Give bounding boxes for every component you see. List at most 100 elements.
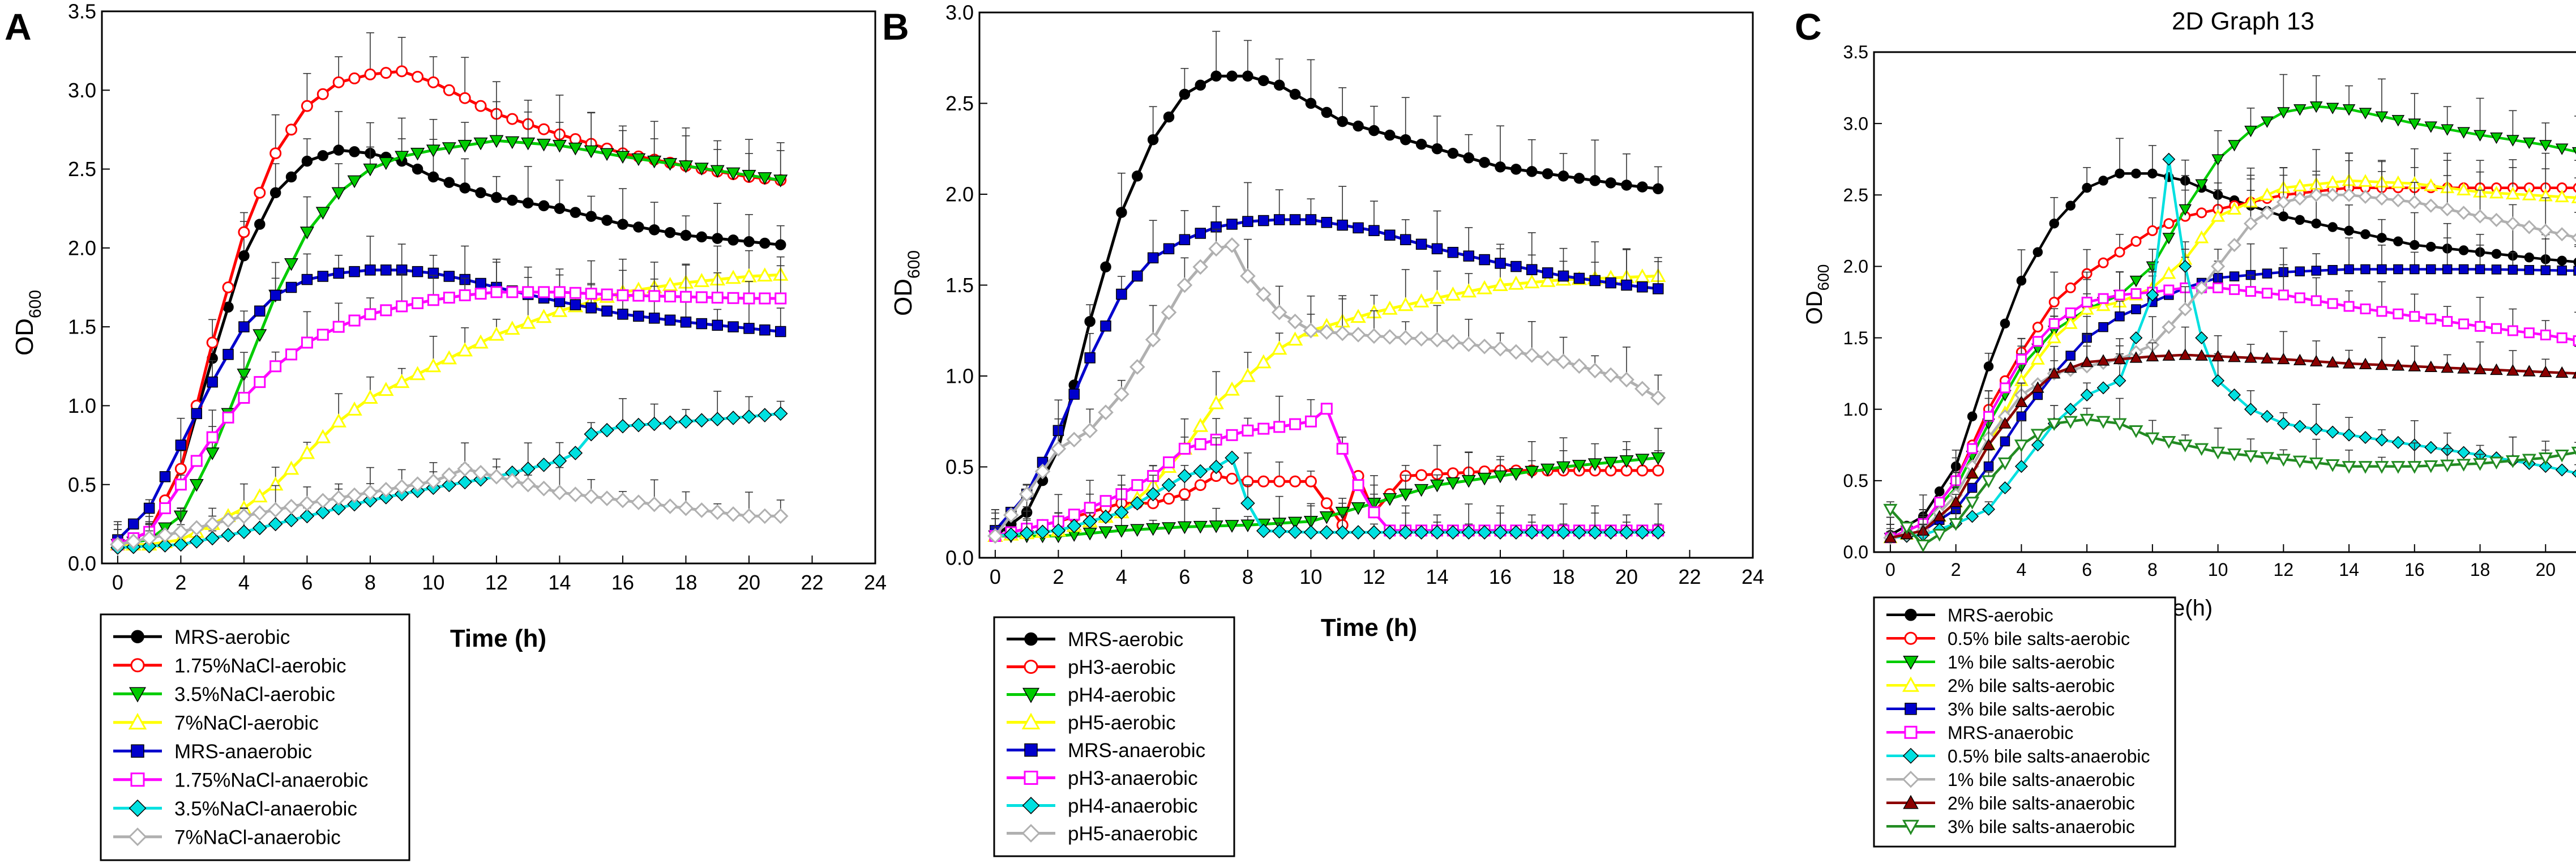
data-point bbox=[2129, 351, 2143, 363]
legend-label: pH4-aerobic bbox=[1068, 684, 1176, 706]
series-line bbox=[117, 268, 781, 541]
legend-label: 0.5% bile salts-aerobic bbox=[1948, 629, 2130, 649]
data-point bbox=[1493, 525, 1508, 540]
legend-marker bbox=[128, 712, 147, 730]
x-tick-label: 12 bbox=[1363, 565, 1385, 588]
data-point bbox=[2391, 435, 2405, 449]
data-point bbox=[189, 520, 205, 536]
data-point bbox=[1983, 461, 1994, 472]
data-point bbox=[2096, 354, 2110, 366]
data-point bbox=[1414, 525, 1429, 540]
data-point bbox=[2098, 322, 2108, 332]
data-point bbox=[1050, 441, 1067, 457]
data-point bbox=[1337, 219, 1348, 231]
data-point bbox=[2243, 216, 2258, 231]
data-point bbox=[1255, 354, 1272, 369]
data-point bbox=[1368, 125, 1380, 136]
data-point bbox=[301, 155, 313, 167]
data-point bbox=[1525, 465, 1539, 479]
data-point bbox=[1350, 327, 1366, 343]
data-point bbox=[1114, 386, 1129, 402]
x-tick-label: 6 bbox=[2082, 559, 2092, 580]
data-point bbox=[1321, 217, 1333, 228]
data-point bbox=[2064, 361, 2077, 373]
series-line bbox=[994, 218, 1658, 532]
data-point bbox=[1289, 475, 1302, 488]
series-3-bile-salts-anaerobic bbox=[1883, 398, 2576, 552]
data-point bbox=[2342, 104, 2356, 116]
data-point bbox=[1603, 456, 1618, 470]
data-point bbox=[2163, 284, 2175, 296]
data-point bbox=[378, 481, 394, 498]
data-point bbox=[220, 512, 236, 528]
data-point bbox=[1431, 143, 1443, 155]
data-point bbox=[2424, 360, 2438, 373]
data-point bbox=[459, 182, 470, 194]
data-point bbox=[2408, 118, 2421, 130]
data-point bbox=[285, 348, 298, 361]
data-point bbox=[346, 487, 362, 503]
data-point bbox=[1335, 525, 1350, 540]
legend-label: MRS-anaerobic bbox=[174, 741, 312, 763]
data-point bbox=[2178, 302, 2193, 317]
data-point bbox=[173, 537, 189, 552]
data-point bbox=[1162, 522, 1176, 535]
data-point bbox=[2343, 301, 2355, 312]
legend-item: 3% bile salts-anaerobic bbox=[1886, 817, 2135, 837]
data-point bbox=[504, 472, 520, 489]
data-point bbox=[1884, 531, 1897, 543]
data-point bbox=[2571, 446, 2576, 456]
data-point bbox=[2507, 264, 2518, 275]
data-point bbox=[2113, 352, 2126, 365]
data-point bbox=[2425, 264, 2436, 275]
data-point bbox=[348, 314, 361, 327]
data-point bbox=[1555, 353, 1572, 370]
data-point bbox=[1003, 527, 1019, 542]
data-point bbox=[2211, 209, 2226, 222]
data-point bbox=[2342, 428, 2356, 442]
data-point bbox=[489, 135, 504, 148]
data-point bbox=[1587, 362, 1603, 379]
data-point bbox=[2014, 439, 2029, 452]
data-point bbox=[379, 157, 393, 170]
data-point bbox=[2079, 302, 2094, 315]
data-point bbox=[1131, 479, 1144, 492]
data-point bbox=[694, 273, 710, 287]
data-point bbox=[253, 520, 267, 536]
data-point bbox=[474, 100, 487, 112]
data-point bbox=[2030, 352, 2045, 365]
data-point bbox=[236, 508, 252, 524]
data-point bbox=[567, 486, 584, 502]
legend-label: 0.5% bile salts-anaerobic bbox=[1948, 746, 2150, 766]
data-point bbox=[1637, 281, 1648, 293]
data-point bbox=[443, 271, 455, 282]
data-point bbox=[648, 313, 660, 324]
data-point bbox=[1636, 464, 1649, 477]
data-point bbox=[633, 221, 644, 233]
data-point bbox=[1319, 525, 1334, 540]
data-point bbox=[601, 288, 613, 301]
data-point bbox=[2457, 127, 2470, 139]
data-point bbox=[1320, 497, 1333, 510]
data-point bbox=[1430, 525, 1445, 540]
data-point bbox=[442, 142, 456, 155]
data-point bbox=[237, 368, 251, 382]
data-point bbox=[2360, 303, 2371, 314]
y-tick-label: 1.0 bbox=[945, 365, 974, 388]
data-point bbox=[711, 292, 724, 304]
data-point bbox=[189, 479, 204, 492]
data-point bbox=[2227, 202, 2242, 215]
data-point bbox=[1495, 161, 1506, 173]
data-point bbox=[2571, 469, 2576, 478]
data-point bbox=[2211, 374, 2225, 387]
legend-marker bbox=[1904, 631, 1918, 645]
data-point bbox=[758, 172, 772, 185]
data-point bbox=[2244, 126, 2257, 138]
series-3-bile-salts-aerobic bbox=[1885, 237, 2576, 543]
x-tick-label: 6 bbox=[1179, 565, 1190, 588]
y-tick-label: 3.5 bbox=[68, 0, 96, 23]
data-point bbox=[1350, 309, 1366, 323]
data-point bbox=[520, 476, 536, 493]
data-point bbox=[222, 281, 234, 293]
data-point bbox=[2096, 416, 2111, 429]
